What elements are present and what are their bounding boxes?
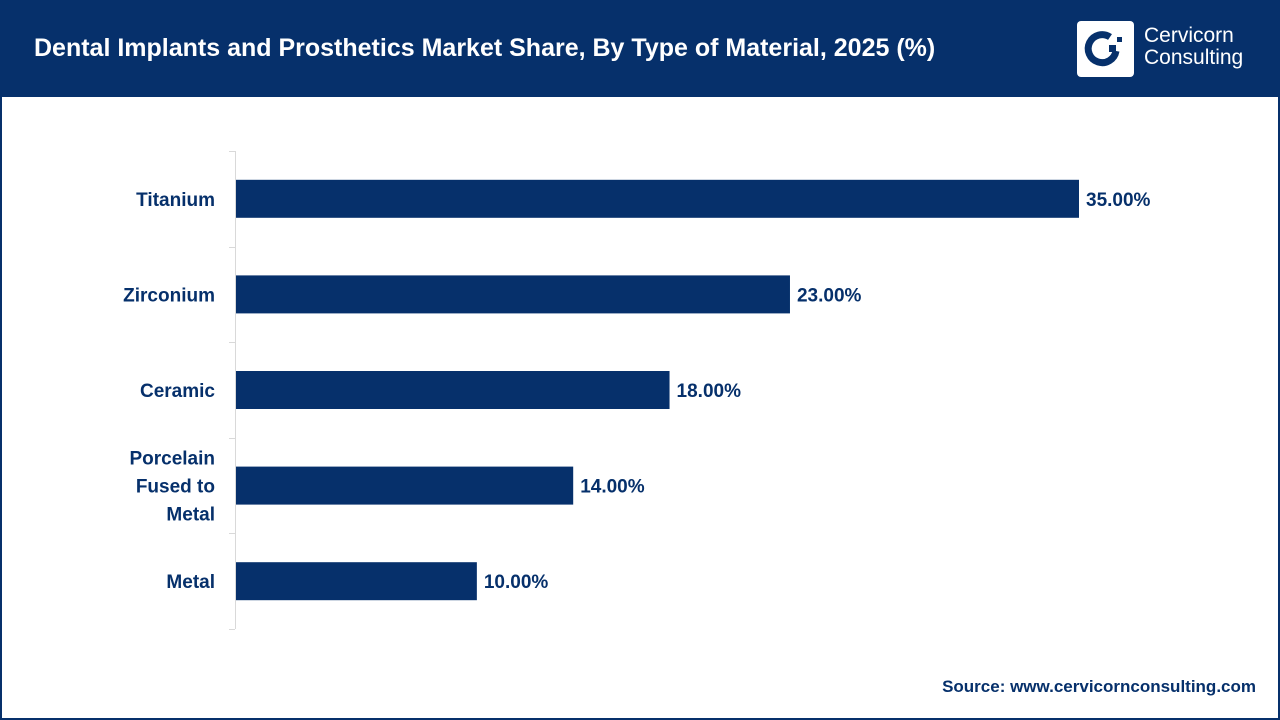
category-label: Porcelain [129, 449, 215, 470]
category-label: Fused to [136, 477, 215, 498]
logo-line2: Consulting [1144, 46, 1244, 69]
category-label: Titanium [136, 190, 215, 211]
logo-text: Cervicorn Consulting [1144, 25, 1243, 69]
source-note: Source: www.cervicornconsulting.com [942, 677, 1256, 696]
chart-title: Dental Implants and Prosthetics Market S… [34, 34, 936, 62]
data-label: 10.00% [484, 572, 549, 593]
bar-1 [236, 275, 790, 314]
category-label: Zirconium [123, 285, 215, 306]
data-label: 23.00% [797, 285, 862, 306]
data-label: 35.00% [1086, 190, 1151, 211]
bar-4 [236, 562, 477, 601]
cervicorn-logo-icon [1077, 21, 1134, 77]
logo-line1: Cervicorn [1144, 24, 1234, 47]
header-bar: Dental Implants and Prosthetics Market S… [0, 0, 1280, 97]
data-label: 14.00% [580, 477, 645, 498]
bar-3 [236, 466, 574, 505]
category-label: Ceramic [140, 381, 215, 402]
data-label: 18.00% [677, 381, 742, 402]
bar-2 [236, 371, 670, 409]
bar-0 [236, 179, 1079, 218]
category-label: Metal [166, 572, 215, 593]
category-label: Metal [166, 505, 215, 526]
